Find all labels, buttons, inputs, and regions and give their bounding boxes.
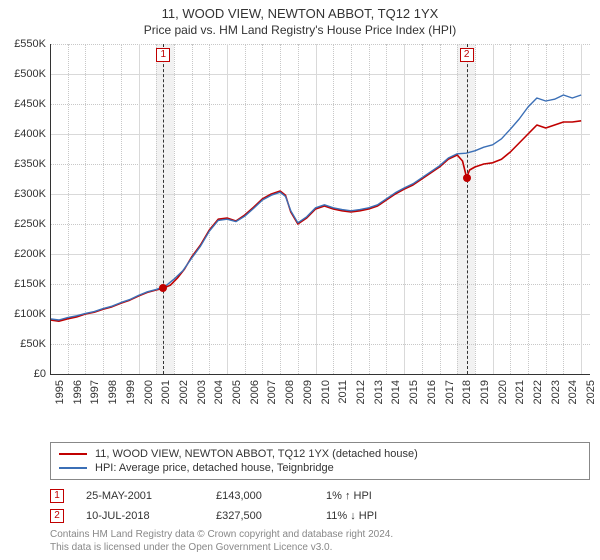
x-axis-label: 2008 [284,380,296,404]
y-axis-label: £200K [14,248,46,260]
footer-attribution: Contains HM Land Registry data © Crown c… [50,528,590,554]
x-axis-label: 2005 [231,380,243,404]
plot-area: 12 [50,44,590,374]
x-axis-label: 2024 [567,380,579,404]
x-axis-label: 2025 [585,380,597,404]
x-axis-label: 2013 [373,380,385,404]
event-row-marker: 1 [50,489,64,503]
event-row-price: £143,000 [216,490,326,502]
x-axis-label: 1995 [54,380,66,404]
event-row: 2 10-JUL-2018£327,50011% ↓ HPI [50,506,590,526]
x-axis-label: 2021 [514,380,526,404]
x-axis-label: 2020 [497,380,509,404]
x-axis-label: 2003 [196,380,208,404]
y-axis-line [50,44,51,374]
x-axis-label: 2010 [320,380,332,404]
event-marker-box: 2 [460,48,474,62]
event-row-diff: 1% ↑ HPI [326,490,372,502]
event-row-price: £327,500 [216,510,326,522]
chart-wrap: 12 £0£50K£100K£150K£200K£250K£300K£350K£… [0,44,600,404]
y-axis-label: £300K [14,188,46,200]
y-axis-label: £150K [14,278,46,290]
x-axis-label: 1999 [125,380,137,404]
x-axis-label: 2012 [355,380,367,404]
event-dash-line [467,44,468,374]
x-axis-label: 2006 [249,380,261,404]
x-axis-label: 2000 [143,380,155,404]
legend-label: HPI: Average price, detached house, Teig… [95,462,334,474]
x-axis-label: 2017 [444,380,456,404]
event-row-marker: 2 [50,509,64,523]
legend-label: 11, WOOD VIEW, NEWTON ABBOT, TQ12 1YX (d… [95,448,418,460]
x-axis-label: 1997 [89,380,101,404]
x-axis-label: 2011 [337,380,349,404]
event-dot [463,174,471,182]
x-axis-label: 2014 [390,380,402,404]
event-row: 1 25-MAY-2001£143,0001% ↑ HPI [50,486,590,506]
y-axis-label: £0 [34,368,46,380]
legend-row: 11, WOOD VIEW, NEWTON ABBOT, TQ12 1YX (d… [59,447,581,461]
event-row-date: 10-JUL-2018 [86,510,216,522]
legend-swatch [59,453,87,455]
x-axis-line [50,374,590,375]
event-dot [159,284,167,292]
x-axis-label: 1996 [72,380,84,404]
x-axis-label: 2004 [213,380,225,404]
x-axis-label: 2019 [479,380,491,404]
x-axis-label: 2022 [532,380,544,404]
x-axis-label: 2007 [266,380,278,404]
x-axis-label: 1998 [107,380,119,404]
y-axis-label: £400K [14,128,46,140]
y-axis-label: £550K [14,38,46,50]
y-axis-label: £500K [14,68,46,80]
events-table: 1 25-MAY-2001£143,0001% ↑ HPI 2 10-JUL-2018… [50,486,590,526]
event-row-date: 25-MAY-2001 [86,490,216,502]
x-axis-label: 2023 [550,380,562,404]
legend-swatch [59,467,87,469]
y-axis-label: £250K [14,218,46,230]
event-row-diff: 11% ↓ HPI [326,510,377,522]
x-axis-label: 2016 [426,380,438,404]
event-marker-box: 1 [156,48,170,62]
series-line-property [50,121,581,321]
y-axis-label: £350K [14,158,46,170]
x-axis-label: 2001 [160,380,172,404]
chart-subtitle: Price paid vs. HM Land Registry's House … [0,21,600,37]
chart-container: 11, WOOD VIEW, NEWTON ABBOT, TQ12 1YX Pr… [0,0,600,560]
x-axis-label: 2018 [461,380,473,404]
legend: 11, WOOD VIEW, NEWTON ABBOT, TQ12 1YX (d… [50,442,590,480]
footer-line-2: This data is licensed under the Open Gov… [50,541,590,554]
y-axis-label: £450K [14,98,46,110]
chart-title: 11, WOOD VIEW, NEWTON ABBOT, TQ12 1YX [0,0,600,21]
y-axis-label: £100K [14,308,46,320]
x-axis-label: 2015 [408,380,420,404]
y-axis-label: £50K [20,338,46,350]
legend-row: HPI: Average price, detached house, Teig… [59,461,581,475]
chart-lines-svg [50,44,590,374]
x-axis-label: 2009 [302,380,314,404]
event-dash-line [163,44,164,374]
series-line-hpi [50,95,581,320]
footer-line-1: Contains HM Land Registry data © Crown c… [50,528,590,541]
x-axis-label: 2002 [178,380,190,404]
